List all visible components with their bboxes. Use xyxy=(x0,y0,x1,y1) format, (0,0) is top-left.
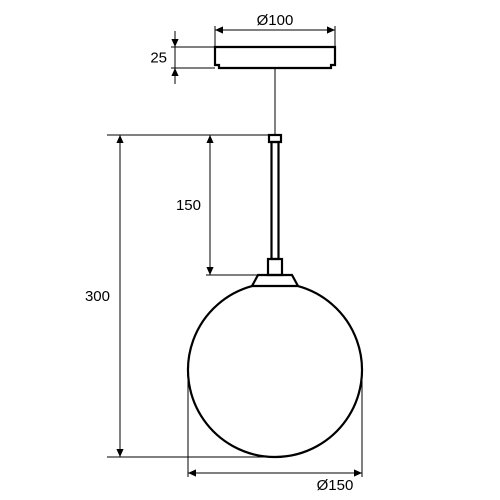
label-globe-diameter: Ø150 xyxy=(317,477,354,494)
globe xyxy=(188,286,362,457)
label-overall-height: 300 xyxy=(85,288,110,305)
collar xyxy=(252,275,298,286)
stem-ferrule xyxy=(268,259,282,275)
label-stem-length: 150 xyxy=(176,197,201,214)
label-canopy-height: 25 xyxy=(150,50,167,67)
stem-rod xyxy=(272,142,279,259)
label-canopy-diameter: Ø100 xyxy=(257,12,294,29)
canopy-outline xyxy=(215,47,335,68)
